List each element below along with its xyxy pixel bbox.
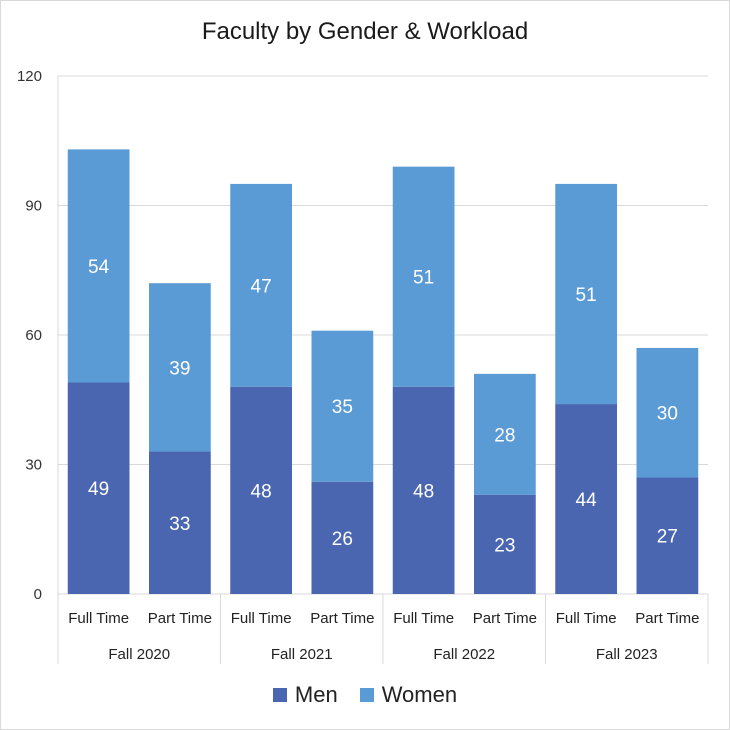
- data-label: 47: [251, 276, 272, 297]
- bar-women: [636, 347, 699, 478]
- legend: Men Women: [0, 682, 730, 708]
- group-label: Fall 2021: [271, 646, 333, 663]
- data-label: 35: [332, 397, 353, 418]
- legend-swatch-men: [272, 688, 287, 702]
- legend-swatch-women: [359, 688, 374, 702]
- category-label: Part Time: [635, 610, 699, 627]
- bar-men: [474, 494, 536, 594]
- bar-women: [67, 149, 130, 383]
- data-label: 30: [657, 404, 678, 425]
- data-label: 51: [576, 285, 597, 306]
- y-tick-label: 60: [25, 327, 42, 344]
- bar-men: [636, 477, 699, 594]
- category-label: Part Time: [310, 610, 374, 627]
- bar-men: [392, 386, 455, 594]
- data-label: 33: [169, 514, 190, 535]
- bar-women: [230, 183, 292, 387]
- data-label: 27: [657, 527, 678, 548]
- bar-men: [230, 386, 292, 594]
- group-label: Fall 2022: [433, 646, 495, 663]
- legend-item-women: Women: [359, 682, 458, 708]
- data-label: 54: [88, 257, 110, 278]
- y-tick-label: 0: [34, 586, 42, 603]
- data-label: 48: [413, 481, 434, 502]
- data-label: 28: [494, 425, 515, 446]
- y-tick-label: 90: [25, 198, 42, 215]
- y-tick-label: 120: [17, 68, 42, 85]
- legend-label-men: Men: [294, 682, 338, 707]
- data-label: 26: [332, 529, 353, 550]
- data-label: 39: [169, 358, 190, 379]
- bar-men: [149, 451, 211, 594]
- data-label: 48: [251, 481, 272, 502]
- group-label: Fall 2023: [596, 646, 658, 663]
- data-label: 51: [413, 268, 434, 289]
- data-label: 49: [88, 479, 109, 500]
- bar-women: [555, 183, 617, 405]
- category-label: Part Time: [148, 610, 212, 627]
- group-label: Fall 2020: [108, 646, 170, 663]
- category-label: Part Time: [473, 610, 537, 627]
- y-tick-label: 30: [25, 457, 42, 474]
- category-label: Full Time: [393, 610, 454, 627]
- bar-women: [311, 330, 374, 482]
- category-label: Full Time: [231, 610, 292, 627]
- data-label: 44: [576, 490, 598, 511]
- bar-women: [392, 166, 455, 387]
- bar-men: [67, 382, 130, 594]
- chart-title: Faculty by Gender & Workload: [201, 18, 529, 45]
- bar-men: [311, 481, 374, 594]
- bar-women: [149, 283, 211, 452]
- bar-men: [555, 404, 617, 594]
- category-label: Full Time: [68, 610, 129, 627]
- bar-women: [474, 373, 536, 495]
- legend-label-women: Women: [381, 682, 458, 707]
- category-label: Full Time: [556, 610, 617, 627]
- data-label: 23: [494, 535, 515, 556]
- legend-item-men: Men: [272, 682, 338, 708]
